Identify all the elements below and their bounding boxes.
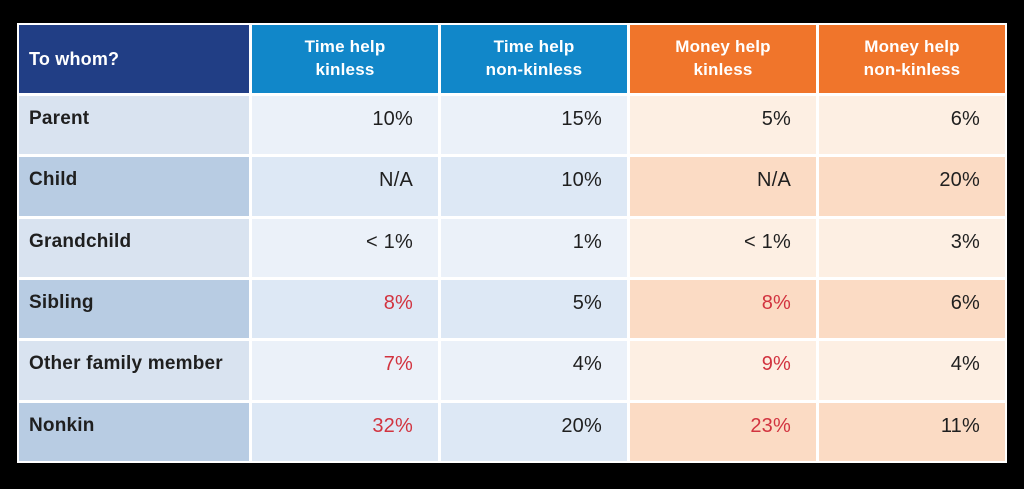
cell-parent-money-non-kinless: 6% (819, 96, 1005, 155)
column-header-time-non-kinless: Time help non-kinless (441, 25, 627, 93)
cell-nonkin-money-kinless: 23% (630, 402, 816, 461)
cell-other-family-money-kinless: 9% (630, 341, 816, 400)
cell-parent-time-non-kinless: 15% (441, 96, 627, 155)
cell-nonkin-money-non-kinless: 11% (819, 402, 1005, 461)
cell-child-money-kinless: N/A (630, 157, 816, 216)
row-label-child: Child (19, 157, 249, 216)
cell-other-family-money-non-kinless: 4% (819, 341, 1005, 400)
cell-grandchild-money-kinless: < 1% (630, 218, 816, 277)
cell-sibling-time-non-kinless: 5% (441, 279, 627, 339)
cell-child-money-non-kinless: 20% (819, 157, 1005, 216)
row-label-other-family-member: Other family member (19, 341, 249, 400)
row-label-nonkin: Nonkin (19, 402, 249, 461)
cell-grandchild-money-non-kinless: 3% (819, 218, 1005, 277)
row-label-sibling: Sibling (19, 279, 249, 339)
cell-sibling-money-non-kinless: 6% (819, 279, 1005, 339)
cell-nonkin-time-kinless: 32% (252, 402, 438, 461)
cell-other-family-time-kinless: 7% (252, 341, 438, 400)
column-header-to-whom: To whom? (19, 25, 249, 93)
cell-child-time-kinless: N/A (252, 157, 438, 216)
column-header-money-non-kinless: Money help non-kinless (819, 25, 1005, 93)
cell-nonkin-time-non-kinless: 20% (441, 402, 627, 461)
cell-grandchild-time-non-kinless: 1% (441, 218, 627, 277)
cell-parent-time-kinless: 10% (252, 96, 438, 155)
cell-other-family-time-non-kinless: 4% (441, 341, 627, 400)
column-header-time-kinless: Time help kinless (252, 25, 438, 93)
cell-parent-money-kinless: 5% (630, 96, 816, 155)
cell-sibling-time-kinless: 8% (252, 279, 438, 339)
cell-child-time-non-kinless: 10% (441, 157, 627, 216)
cell-sibling-money-kinless: 8% (630, 279, 816, 339)
help-by-recipient-table: To whom? Time help kinless Time help non… (17, 23, 1007, 463)
column-header-money-kinless: Money help kinless (630, 25, 816, 93)
row-label-parent: Parent (19, 96, 249, 155)
row-label-grandchild: Grandchild (19, 218, 249, 277)
cell-grandchild-time-kinless: < 1% (252, 218, 438, 277)
